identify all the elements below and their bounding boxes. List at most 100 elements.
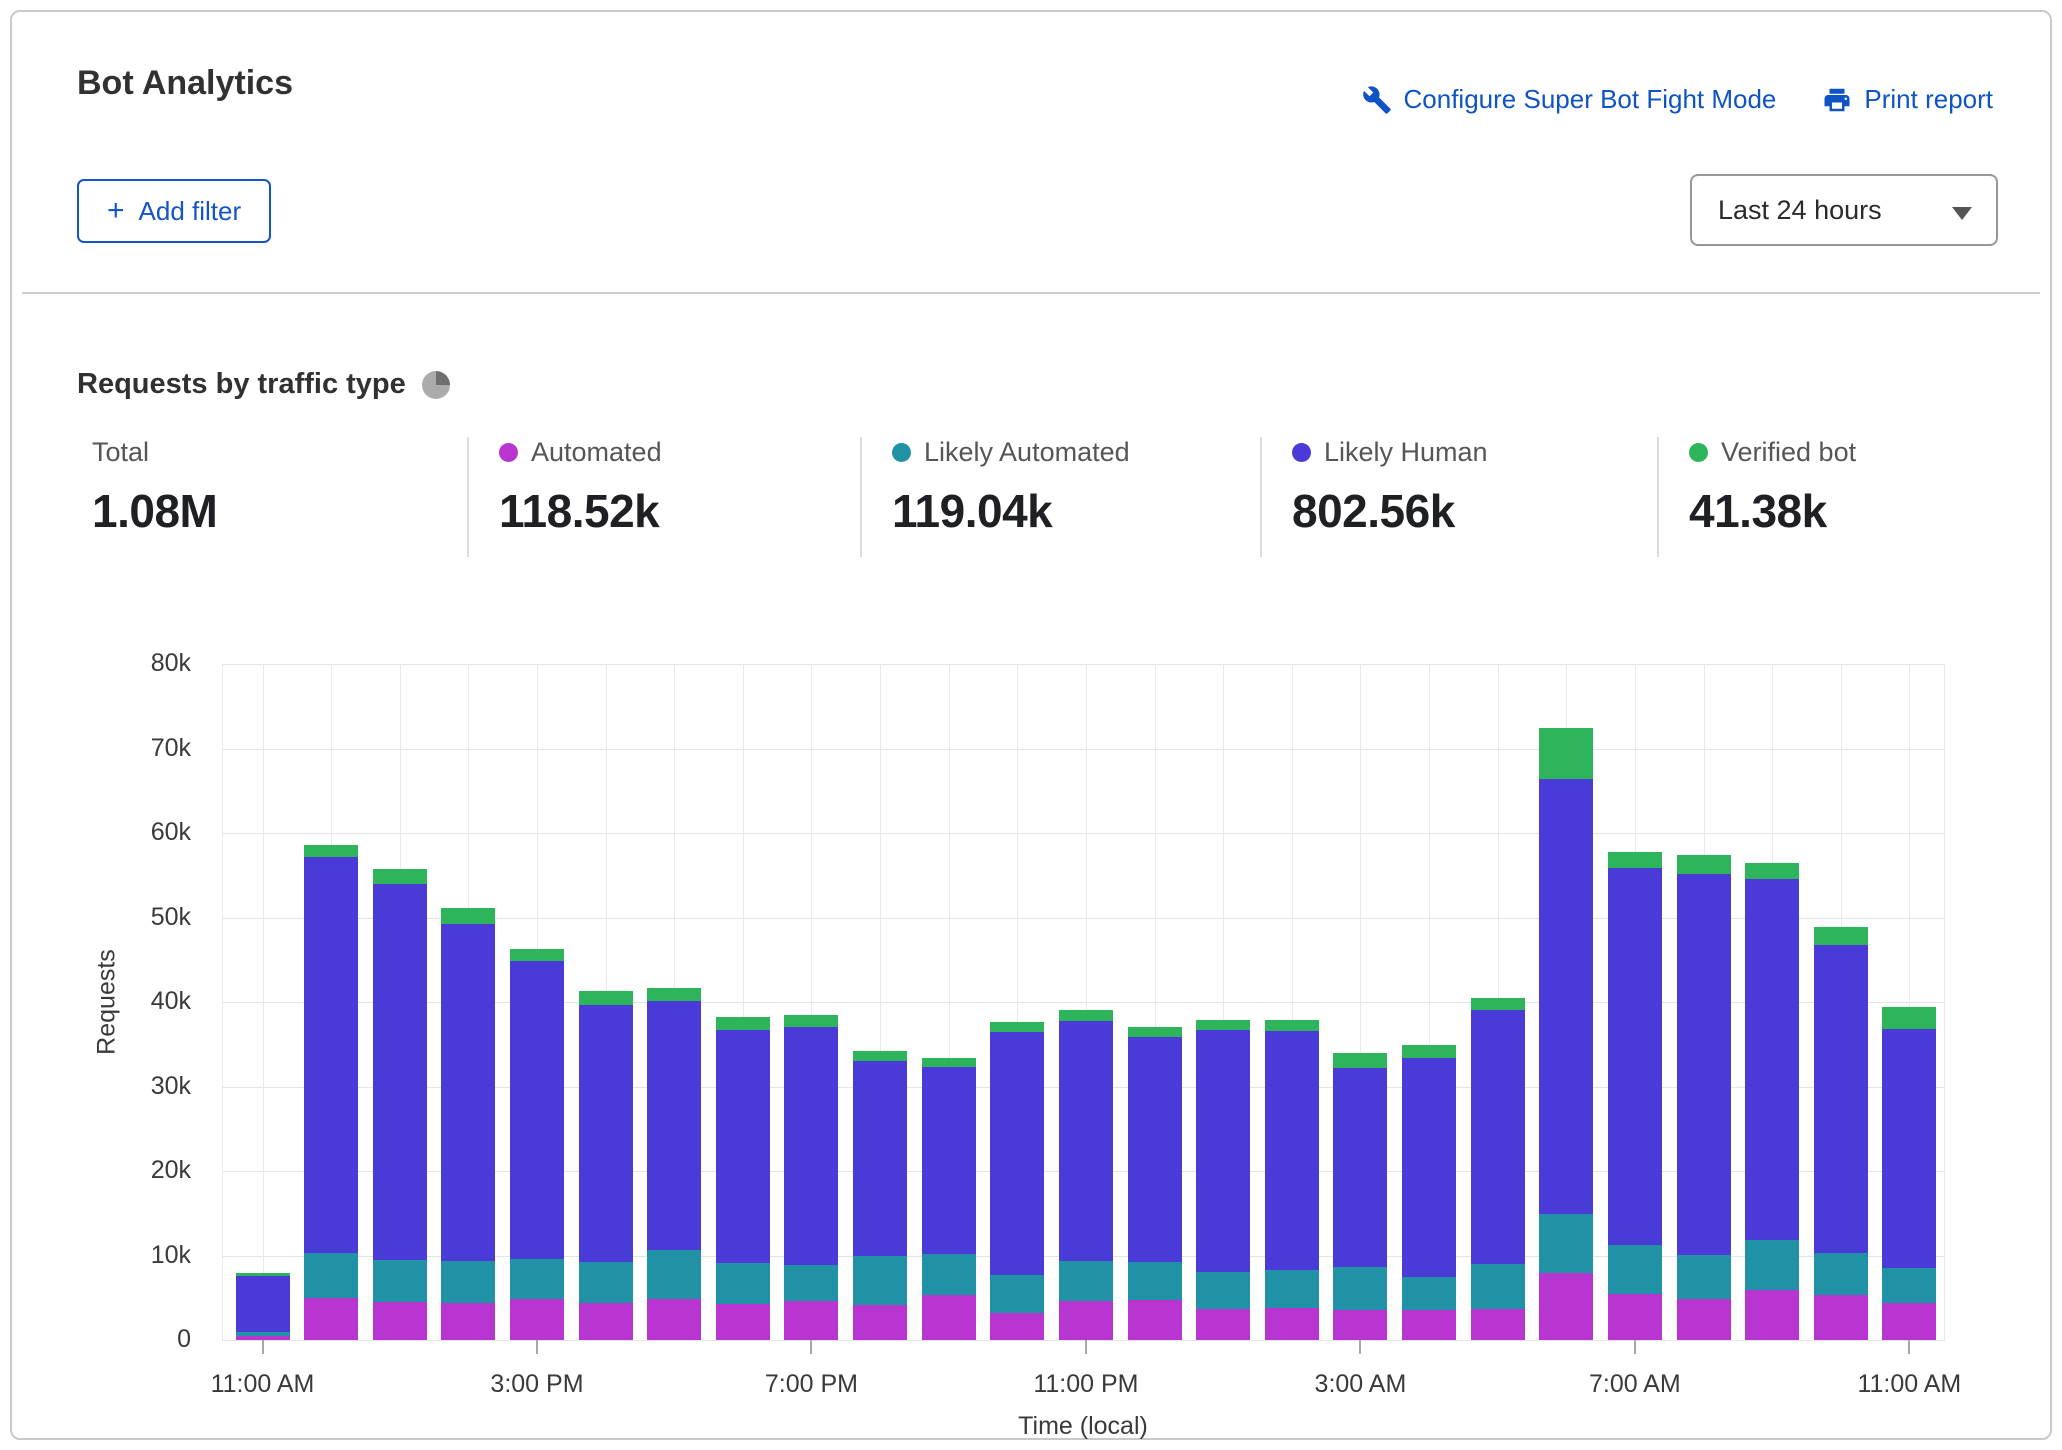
chart-bar-7-00-pm[interactable] (784, 1015, 838, 1340)
chart-bar-11-00-am[interactable] (1882, 1007, 1936, 1340)
segment-verified-bot (922, 1058, 976, 1067)
segment-verified-bot (510, 949, 564, 962)
segment-verified-bot (304, 845, 358, 857)
stat-label: Likely Automated (924, 437, 1130, 468)
gridline (222, 833, 1945, 834)
page-title: Bot Analytics (77, 64, 293, 103)
chart-bar-2-00-pm[interactable] (441, 908, 495, 1340)
chart-bar-9-00-am[interactable] (1745, 863, 1799, 1340)
segment-verified-bot (716, 1017, 770, 1030)
segment-automated (853, 1305, 907, 1340)
add-filter-button[interactable]: + Add filter (77, 179, 271, 243)
gridline (1944, 664, 1945, 1340)
chart-bar-11-00-pm[interactable] (1059, 1010, 1113, 1340)
segment-likely-automated (236, 1332, 290, 1336)
segment-likely-human (1814, 945, 1868, 1253)
chart-bar-10-00-pm[interactable] (990, 1022, 1044, 1340)
chart-bar-2-00-am[interactable] (1265, 1020, 1319, 1340)
traffic-type-legend: Total 1.08M Automated 118.52k Likely Aut… (12, 437, 2062, 562)
segment-verified-bot (1402, 1045, 1456, 1058)
segment-verified-bot (990, 1022, 1044, 1032)
stat-value: 41.38k (1689, 484, 1856, 538)
stat-label: Automated (531, 437, 662, 468)
chart-bar-8-00-pm[interactable] (853, 1051, 907, 1340)
segment-likely-automated (304, 1253, 358, 1298)
add-filter-label: Add filter (139, 196, 242, 227)
segment-verified-bot (1333, 1053, 1387, 1068)
x-tick-label: 11:00 PM (1033, 1370, 1138, 1399)
stat-likely-human[interactable]: Likely Human 802.56k (1292, 437, 1488, 538)
chart-bar-1-00-am[interactable] (1196, 1020, 1250, 1340)
print-report-link[interactable]: Print report (1822, 84, 1993, 115)
stat-likely-automated[interactable]: Likely Automated 119.04k (892, 437, 1130, 538)
stat-value: 802.56k (1292, 484, 1488, 538)
chart-bar-11-00-am[interactable] (236, 1273, 290, 1340)
segment-likely-human (373, 884, 427, 1260)
x-tick-label: 11:00 AM (211, 1370, 315, 1399)
chart-bar-7-00-am[interactable] (1608, 852, 1662, 1340)
segment-likely-human (1539, 779, 1593, 1214)
segment-likely-automated (1539, 1214, 1593, 1273)
segment-verified-bot (1608, 852, 1662, 868)
segment-automated (990, 1313, 1044, 1340)
segment-likely-automated (1882, 1268, 1936, 1303)
x-tick (536, 1340, 538, 1354)
y-tick-label: 50k (151, 903, 191, 932)
segment-likely-automated (1265, 1270, 1319, 1308)
chart-bar-12-00-pm[interactable] (304, 845, 358, 1340)
stat-separator (1260, 437, 1262, 557)
gridline (222, 1340, 1945, 1341)
time-range-select[interactable]: Last 24 hours (1690, 174, 1998, 246)
segment-likely-automated (373, 1260, 427, 1302)
chart-bar-1-00-pm[interactable] (373, 869, 427, 1340)
segment-likely-human (441, 924, 495, 1261)
chart-bar-4-00-pm[interactable] (579, 991, 633, 1340)
segment-likely-human (1471, 1010, 1525, 1264)
x-tick (810, 1340, 812, 1354)
segment-likely-human (1402, 1058, 1456, 1277)
print-link-label: Print report (1864, 84, 1993, 115)
stat-verified-bot[interactable]: Verified bot 41.38k (1689, 437, 1856, 538)
segment-likely-human (853, 1061, 907, 1255)
stat-separator (1657, 437, 1659, 557)
chart-bar-5-00-am[interactable] (1471, 998, 1525, 1340)
chart-bar-6-00-am[interactable] (1539, 728, 1593, 1340)
segment-likely-automated (922, 1254, 976, 1295)
configure-super-bot-fight-mode-link[interactable]: Configure Super Bot Fight Mode (1362, 84, 1777, 115)
segment-automated (1128, 1300, 1182, 1340)
segment-automated (510, 1299, 564, 1340)
segment-likely-automated (1608, 1245, 1662, 1293)
segment-automated (1333, 1310, 1387, 1340)
segment-likely-automated (1128, 1262, 1182, 1300)
segment-likely-human (1608, 868, 1662, 1246)
segment-likely-human (716, 1030, 770, 1263)
segment-automated (1677, 1299, 1731, 1340)
stat-automated[interactable]: Automated 118.52k (499, 437, 662, 538)
chart-bar-3-00-pm[interactable] (510, 949, 564, 1340)
x-tick-label: 3:00 AM (1315, 1370, 1407, 1399)
chart-bar-5-00-pm[interactable] (647, 988, 701, 1340)
segment-likely-human (922, 1067, 976, 1254)
segment-automated (1471, 1309, 1525, 1340)
chart-bar-9-00-pm[interactable] (922, 1058, 976, 1340)
chart-bar-8-00-am[interactable] (1677, 855, 1731, 1340)
x-tick-label: 3:00 PM (490, 1370, 583, 1399)
legend-dot-automated (499, 443, 518, 462)
x-tick-label: 11:00 AM (1857, 1370, 1961, 1399)
segment-verified-bot (373, 869, 427, 883)
chart-bar-12-00-am[interactable] (1128, 1027, 1182, 1340)
segment-automated (1608, 1294, 1662, 1340)
segment-automated (579, 1303, 633, 1340)
segment-verified-bot (441, 908, 495, 924)
segment-likely-automated (510, 1259, 564, 1300)
chart-bar-10-00-am[interactable] (1814, 927, 1868, 1340)
stat-value: 118.52k (499, 484, 662, 538)
chart-bar-3-00-am[interactable] (1333, 1053, 1387, 1340)
section-title-row: Requests by traffic type (77, 368, 450, 401)
pie-chart-icon (422, 371, 450, 399)
x-tick (1359, 1340, 1361, 1354)
chart-bar-6-00-pm[interactable] (716, 1017, 770, 1340)
chart-bar-4-00-am[interactable] (1402, 1045, 1456, 1340)
segment-automated (1745, 1290, 1799, 1340)
segment-verified-bot (1265, 1020, 1319, 1031)
